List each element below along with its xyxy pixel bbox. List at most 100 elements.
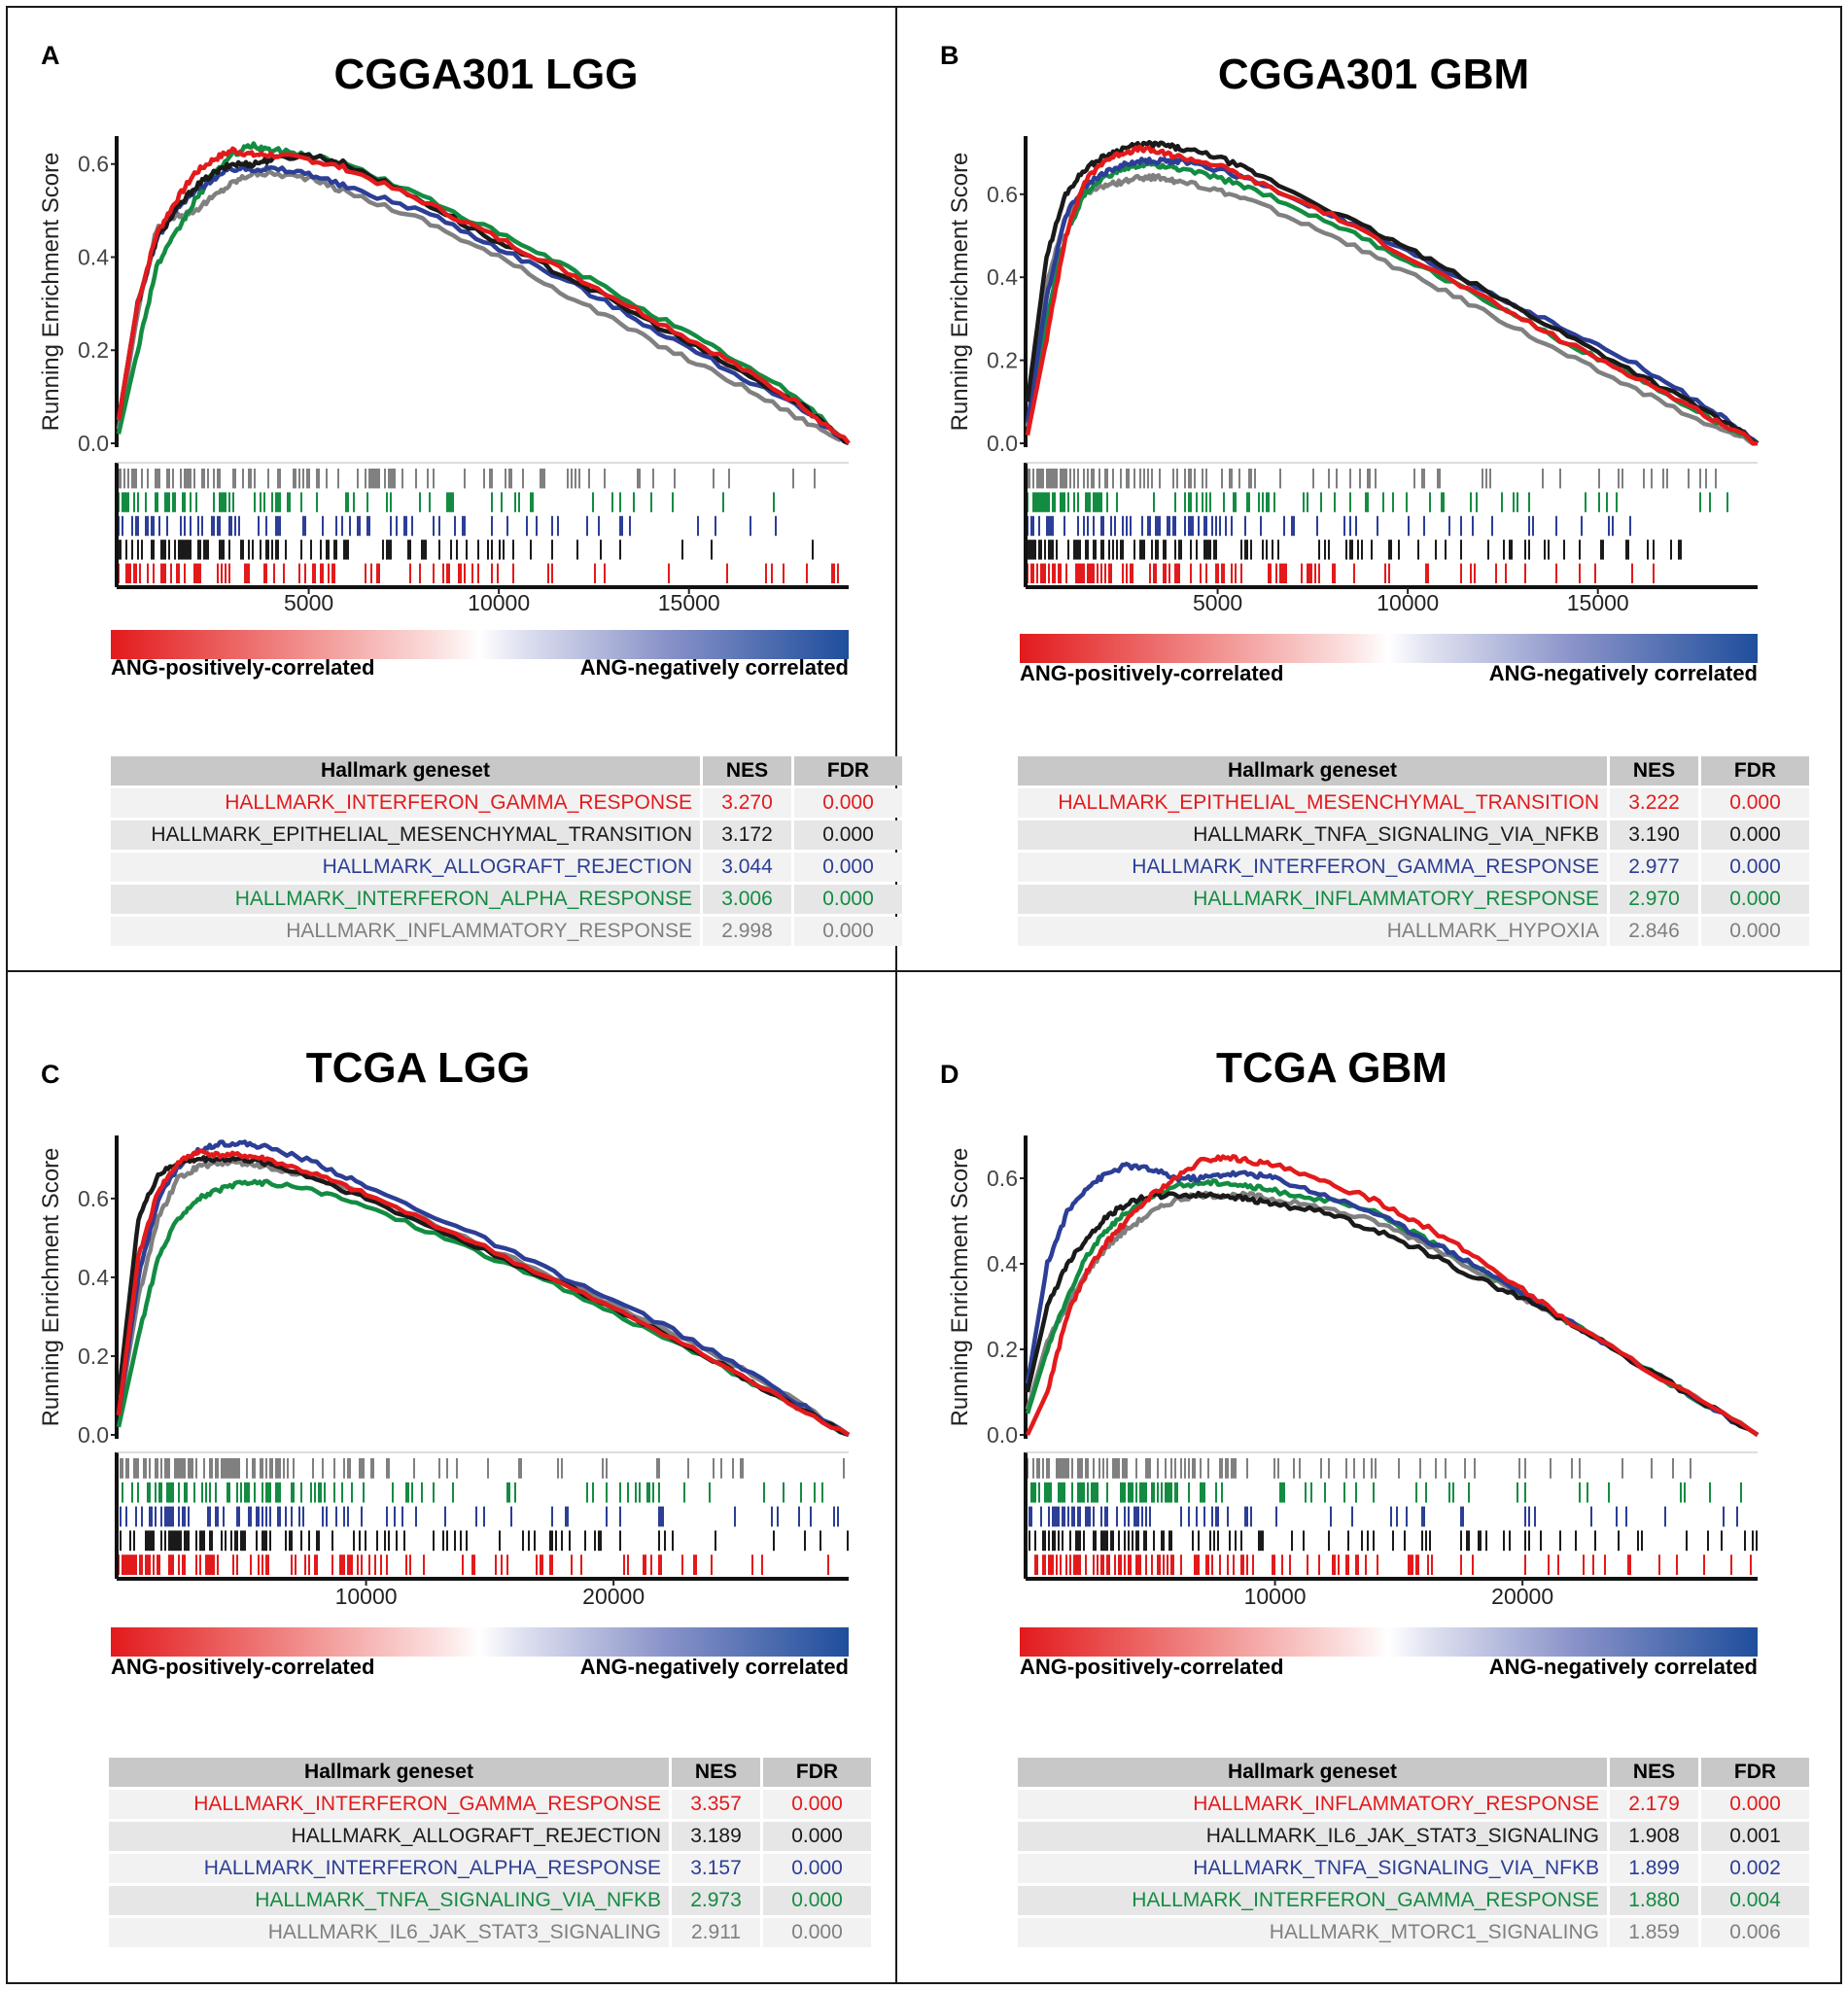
fdr-cell: 0.006 xyxy=(1698,1918,1809,1947)
table-row: HALLMARK_ALLOGRAFT_REJECTION 3.189 0.000 xyxy=(109,1822,871,1851)
fdr-cell: 0.000 xyxy=(1698,1790,1809,1819)
es-line-green xyxy=(1025,160,1760,445)
y-axis-label: Running Enrichment Score xyxy=(38,1148,64,1427)
fdr-cell: 0.000 xyxy=(760,1886,871,1915)
gene-hit-row-black xyxy=(120,1530,849,1552)
table-header-cell: FDR xyxy=(1698,1758,1809,1787)
panel-title: CGGA301 GBM xyxy=(1217,51,1530,98)
geneset-cell: HALLMARK_ALLOGRAFT_REJECTION xyxy=(109,1822,669,1851)
gene-hit-row-blue xyxy=(118,515,777,537)
fdr-cell: 0.001 xyxy=(1698,1822,1809,1851)
table-row: HALLMARK_INTERFERON_GAMMA_RESPONSE 1.880 0… xyxy=(1018,1886,1809,1915)
nes-cell: 3.157 xyxy=(669,1854,760,1883)
gradient-right-label: ANG-negatively correlated xyxy=(579,655,849,680)
es-line-red xyxy=(1025,1154,1760,1437)
panel-a: A CGGA301 LGG Running Enrichment Score 0.0 0… xyxy=(0,0,904,972)
y-tick-label: 0.4 xyxy=(78,244,109,269)
panel-title: TCGA LGG xyxy=(305,1044,531,1092)
table-row: HALLMARK_INFLAMMATORY_RESPONSE 2.179 0.000 xyxy=(1018,1790,1809,1819)
nes-cell: 2.973 xyxy=(669,1886,760,1915)
panel-letter: C xyxy=(41,1060,60,1089)
table-row: HALLMARK_INTERFERON_GAMMA_RESPONSE 3.270 0… xyxy=(111,788,902,818)
y-tick-label: 0.2 xyxy=(78,337,109,363)
fdr-cell: 0.000 xyxy=(1698,917,1809,946)
gradient-left-label: ANG-positively-correlated xyxy=(1020,1655,1284,1679)
nes-cell: 2.911 xyxy=(669,1918,760,1947)
y-tick-label: 0.4 xyxy=(987,264,1018,290)
x-tick-label: 10000 xyxy=(335,1584,398,1609)
gene-hit-row-gray xyxy=(120,1458,845,1479)
hallmark-table: Hallmark geneset NES FDR HALLMARK_EPITHELIA… xyxy=(1018,753,1809,949)
fdr-cell: 0.000 xyxy=(760,1790,871,1819)
gradient-right-label: ANG-negatively correlated xyxy=(1488,1655,1758,1679)
geneset-cell: HALLMARK_INFLAMMATORY_RESPONSE xyxy=(1018,885,1607,914)
gene-hit-row-black xyxy=(1029,1530,1758,1552)
nes-cell: 3.172 xyxy=(700,820,791,850)
y-tick-label: 0.4 xyxy=(987,1251,1018,1276)
table-row: HALLMARK_INFLAMMATORY_RESPONSE 2.998 0.000 xyxy=(111,917,902,946)
es-line-gray xyxy=(116,168,851,445)
panel-d: D TCGA GBM Running Enrichment Score 0.0 0.2 0… xyxy=(909,982,1813,1954)
table-row: HALLMARK_EPITHELIAL_MESENCHYMAL_TRANSITI… xyxy=(1018,788,1809,818)
gene-hit-row-black xyxy=(1027,540,1682,560)
geneset-cell: HALLMARK_IL6_JAK_STAT3_SIGNALING xyxy=(109,1918,669,1947)
fdr-cell: 0.000 xyxy=(791,820,902,850)
y-tick-label: 0.6 xyxy=(78,1186,109,1211)
nes-cell: 3.044 xyxy=(700,853,791,882)
panel-letter: A xyxy=(41,41,60,70)
x-tick-label: 20000 xyxy=(1491,1584,1553,1609)
y-axis-label: Running Enrichment Score xyxy=(947,153,973,432)
geneset-cell: HALLMARK_TNFA_SIGNALING_VIA_NFKB xyxy=(109,1886,669,1915)
y-tick-label: 0.2 xyxy=(987,1337,1018,1362)
es-line-gray xyxy=(1025,172,1759,446)
gradient-left-label: ANG-positively-correlated xyxy=(111,1655,375,1679)
table-header-row: Hallmark geneset NES FDR xyxy=(109,1758,871,1787)
nes-cell: 1.899 xyxy=(1607,1854,1698,1883)
table-row: HALLMARK_MTORC1_SIGNALING 1.859 0.006 xyxy=(1018,1918,1809,1947)
table-header-cell: FDR xyxy=(1698,756,1809,786)
nes-cell: 1.908 xyxy=(1607,1822,1698,1851)
gene-hit-row-blue xyxy=(1027,515,1631,537)
enrichment-plot: Running Enrichment Score 0.0 0.2 0.4 0.6 5000… xyxy=(38,136,851,615)
y-tick-label: 0.0 xyxy=(78,431,109,456)
table-row: HALLMARK_INTERFERON_GAMMA_RESPONSE 3.357 0… xyxy=(109,1790,871,1819)
gradient-left-label: ANG-positively-correlated xyxy=(111,655,375,680)
geneset-cell: HALLMARK_MTORC1_SIGNALING xyxy=(1018,1918,1607,1947)
fdr-cell: 0.002 xyxy=(1698,1854,1809,1883)
fdr-cell: 0.000 xyxy=(1698,788,1809,818)
nes-cell: 2.846 xyxy=(1607,917,1698,946)
table-header-row: Hallmark geneset NES FDR xyxy=(1018,756,1809,786)
gene-hit-row-gray xyxy=(118,469,816,489)
fdr-cell: 0.000 xyxy=(791,788,902,818)
table-header-cell: Hallmark geneset xyxy=(1018,756,1607,786)
horizontal-divider xyxy=(6,970,1842,972)
table-header-row: Hallmark geneset NES FDR xyxy=(1018,1758,1809,1787)
gene-hit-row-blue xyxy=(1029,1506,1738,1527)
x-tick-label: 5000 xyxy=(1193,590,1242,615)
geneset-cell: HALLMARK_INFLAMMATORY_RESPONSE xyxy=(111,917,700,946)
es-line-black xyxy=(1025,139,1759,446)
gene-hit-row-red xyxy=(1034,1554,1752,1575)
correlation-gradient-bar xyxy=(111,630,849,659)
nes-cell: 1.880 xyxy=(1607,1886,1698,1915)
table-row: HALLMARK_INFLAMMATORY_RESPONSE 2.970 0.000 xyxy=(1018,885,1809,914)
fdr-cell: 0.000 xyxy=(760,1854,871,1883)
fdr-cell: 0.000 xyxy=(760,1918,871,1947)
gradient-right-label: ANG-negatively correlated xyxy=(579,1655,849,1679)
es-line-red xyxy=(116,146,851,445)
nes-cell: 3.270 xyxy=(700,788,791,818)
gradient-left-label: ANG-positively-correlated xyxy=(1020,661,1284,685)
y-tick-label: 0.2 xyxy=(78,1344,109,1369)
table-header-cell: NES xyxy=(669,1758,760,1787)
x-tick-label: 10000 xyxy=(1377,590,1439,615)
table-row: HALLMARK_INTERFERON_GAMMA_RESPONSE 2.977 0… xyxy=(1018,853,1809,882)
correlation-gradient-bar xyxy=(1020,1627,1758,1657)
nes-cell: 2.977 xyxy=(1607,853,1698,882)
nes-cell: 3.190 xyxy=(1607,820,1698,850)
table-header-cell: NES xyxy=(1607,1758,1698,1787)
es-line-red xyxy=(116,1148,851,1437)
enrichment-plot: Running Enrichment Score 0.0 0.2 0.4 0.6 1000… xyxy=(947,1135,1760,1609)
table-header-cell: FDR xyxy=(760,1758,871,1787)
geneset-cell: HALLMARK_INTERFERON_GAMMA_RESPONSE xyxy=(1018,1886,1607,1915)
panel-title: CGGA301 LGG xyxy=(333,51,639,98)
